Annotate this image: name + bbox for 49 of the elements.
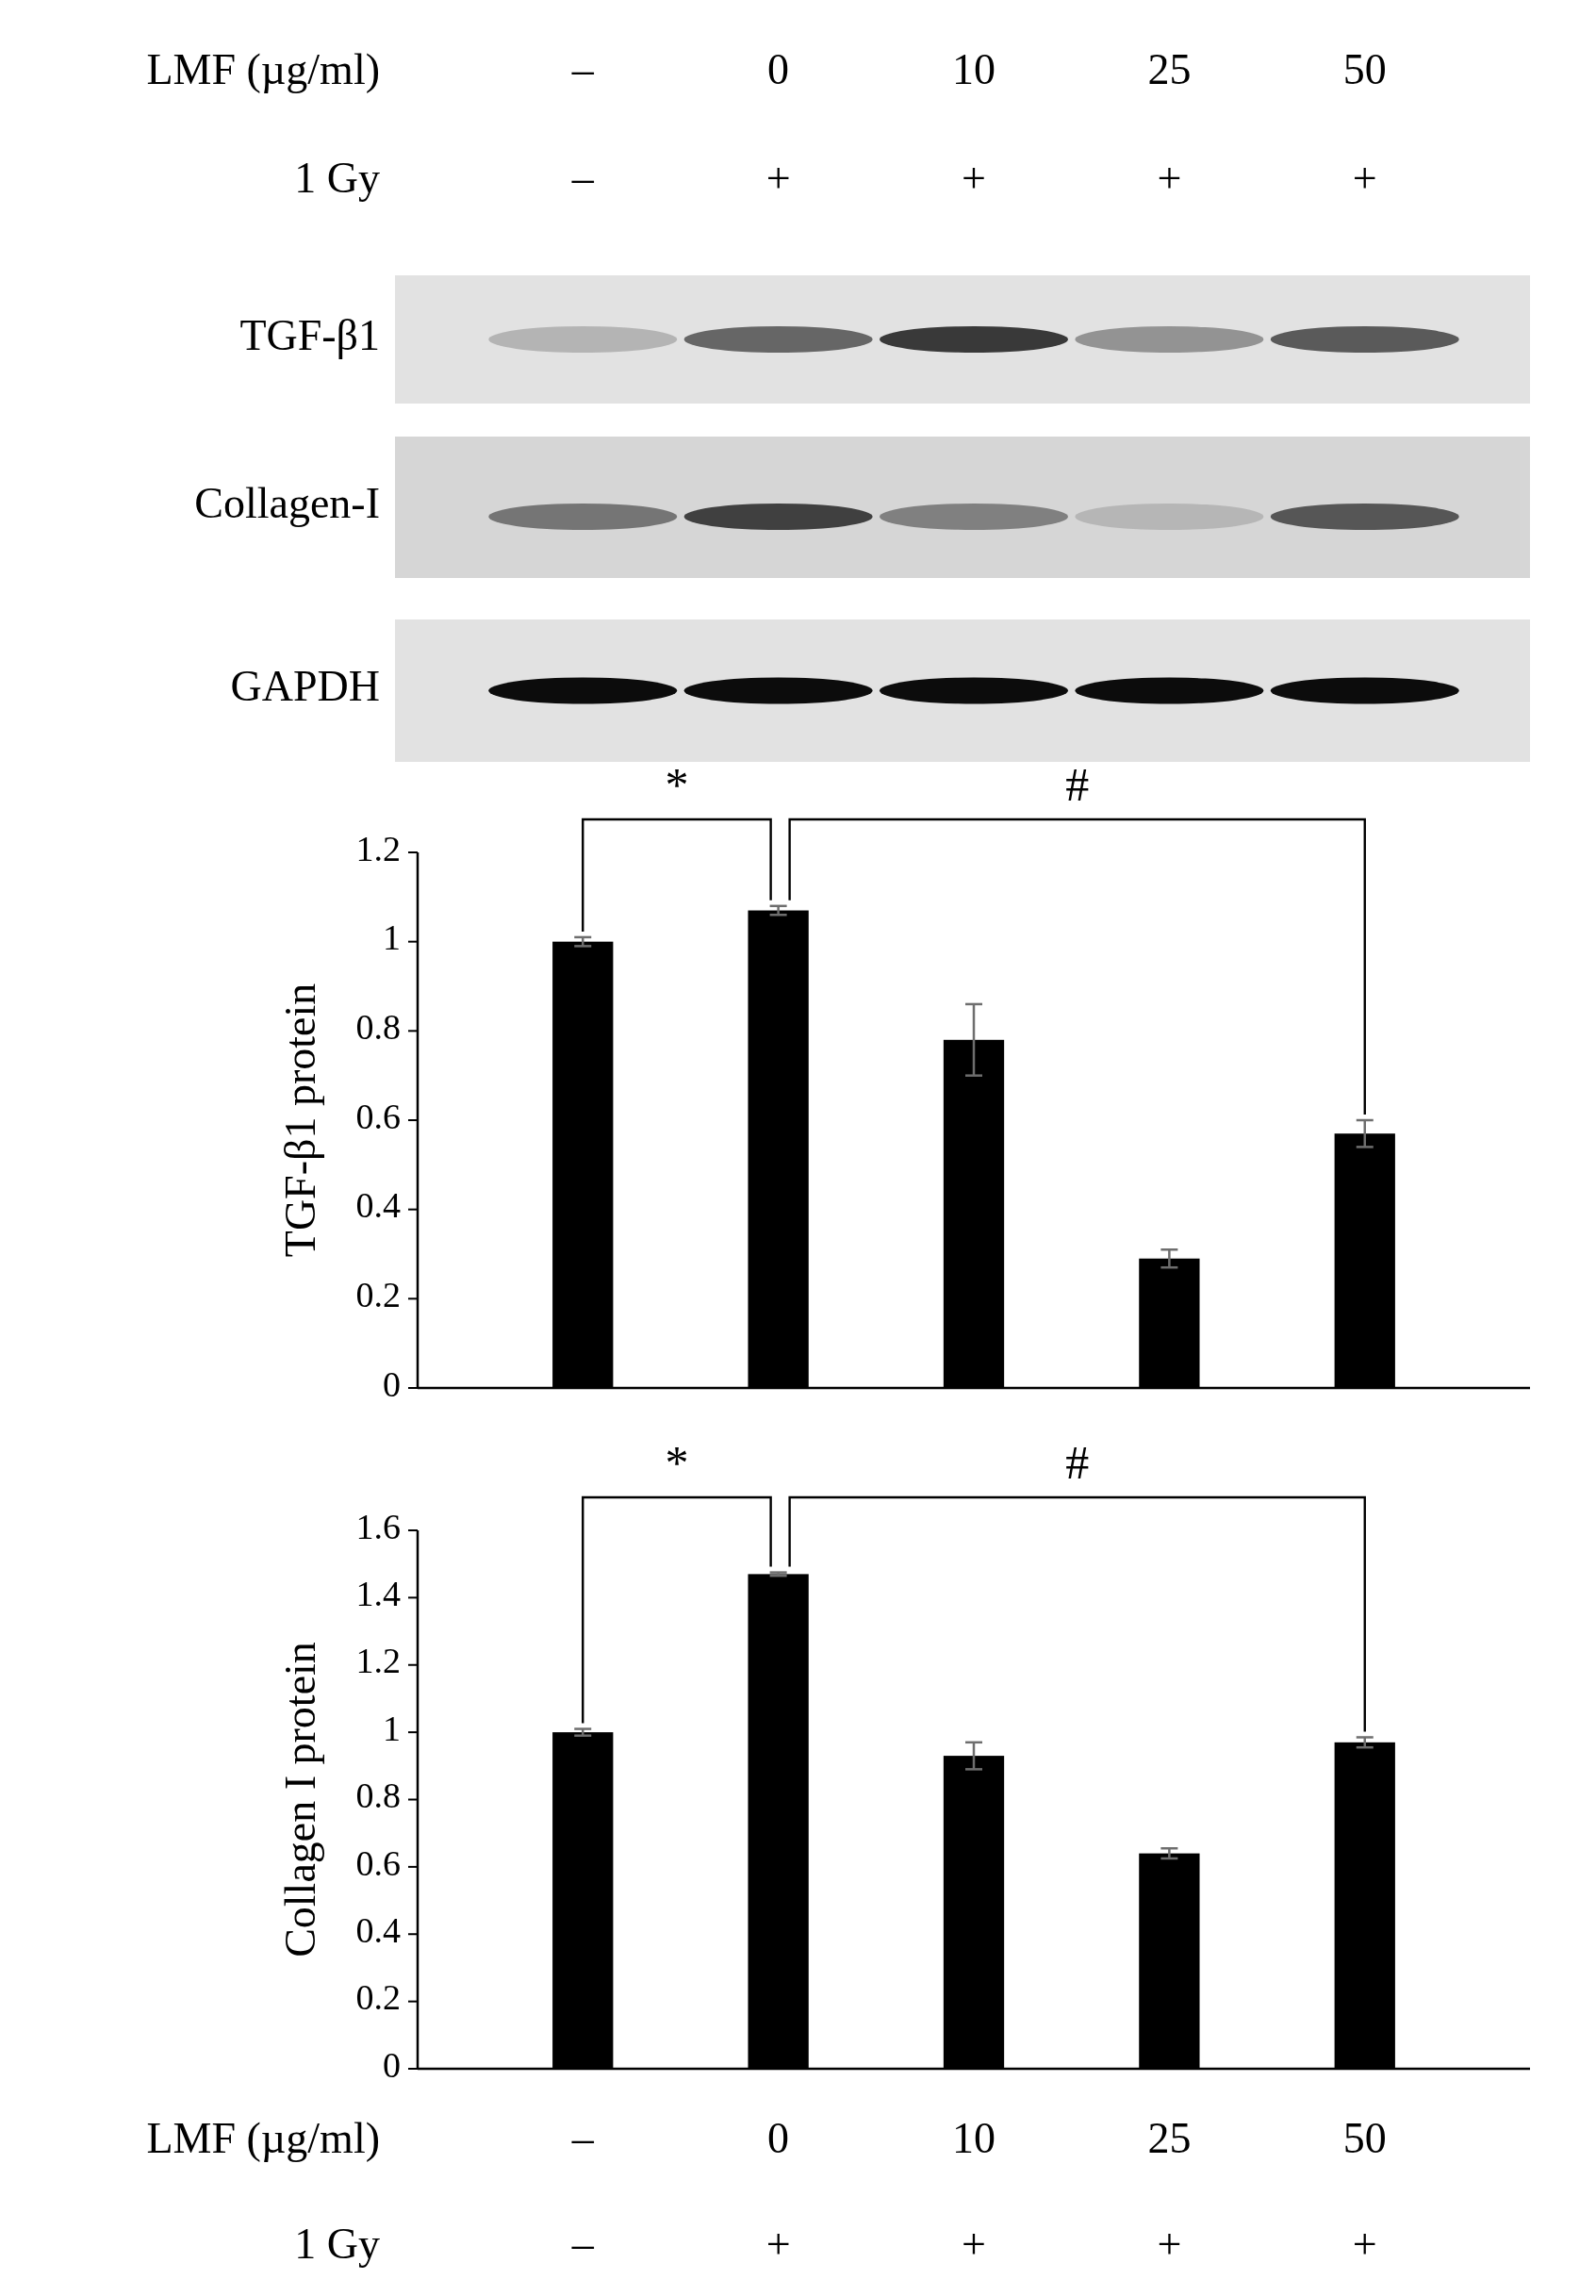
text: 25 — [1147, 44, 1192, 93]
text: + — [1157, 153, 1182, 202]
text: * — [665, 758, 689, 811]
text: # — [1065, 1436, 1090, 1489]
text: # — [1065, 758, 1090, 811]
text: – — [570, 153, 595, 202]
x-tick-label: 0 — [767, 2113, 790, 2162]
x-axis-title: LMF (µg/ml) — [146, 2113, 380, 2162]
y-tick-label: 0 — [383, 1363, 401, 1404]
y-tick-label: 1.2 — [355, 1641, 401, 1681]
x-tick-label: 25 — [1147, 2113, 1192, 2162]
y-tick-label: 1 — [383, 917, 401, 958]
text: – — [570, 2219, 595, 2268]
y-tick-label: 0.2 — [355, 1977, 401, 2018]
y-tick-label: 1.4 — [355, 1574, 401, 1614]
text: + — [765, 2219, 791, 2268]
y-tick-label: 0.4 — [355, 1185, 401, 1226]
text: 50 — [1342, 44, 1387, 93]
text: GAPDH — [230, 662, 380, 711]
text: 0 — [767, 44, 790, 93]
y-axis-title: TGF-β1 protein — [275, 983, 324, 1258]
text: + — [1352, 153, 1377, 202]
text: – — [570, 44, 595, 93]
x-tick-label: 50 — [1342, 2113, 1387, 2162]
y-tick-label: 0.8 — [355, 1776, 401, 1816]
text: * — [665, 1436, 689, 1489]
text: + — [765, 153, 791, 202]
text: + — [1157, 2219, 1182, 2268]
text: Collagen-I — [194, 478, 380, 527]
text: + — [962, 153, 986, 202]
y-axis-title: Collagen I protein — [275, 1642, 324, 1957]
y-tick-label: 0.2 — [355, 1275, 401, 1315]
y-tick-label: 0.6 — [355, 1096, 401, 1136]
text: LMF (µg/ml) — [146, 44, 380, 93]
y-tick-label: 0.8 — [355, 1007, 401, 1048]
text: 1 Gy — [294, 153, 380, 202]
x-tick-label: 10 — [952, 2113, 995, 2162]
y-tick-label: 1 — [383, 1708, 401, 1748]
y-tick-label: 0.4 — [355, 1909, 401, 1950]
text: + — [962, 2219, 986, 2268]
y-tick-label: 1.2 — [355, 828, 401, 868]
text: 10 — [952, 44, 995, 93]
y-tick-label: 0.6 — [355, 1842, 401, 1883]
x-tick-label: – — [570, 2113, 595, 2162]
text: TGF-β1 — [239, 310, 380, 359]
y-tick-label: 0 — [383, 2044, 401, 2085]
text: + — [1352, 2219, 1377, 2268]
y-tick-label: 1.6 — [355, 1506, 401, 1546]
text: 1 Gy — [294, 2219, 380, 2268]
